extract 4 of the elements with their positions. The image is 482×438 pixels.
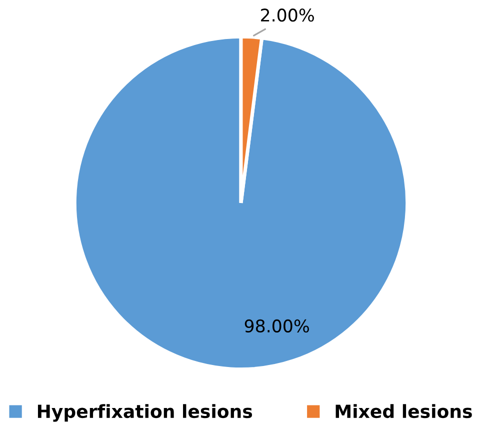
data-label: 98.00% xyxy=(244,319,309,333)
data-label: 2.00% xyxy=(261,8,314,22)
legend-label: Hyperfixation lesions xyxy=(38,404,252,422)
legend-label: Mixed lesions xyxy=(336,404,472,418)
